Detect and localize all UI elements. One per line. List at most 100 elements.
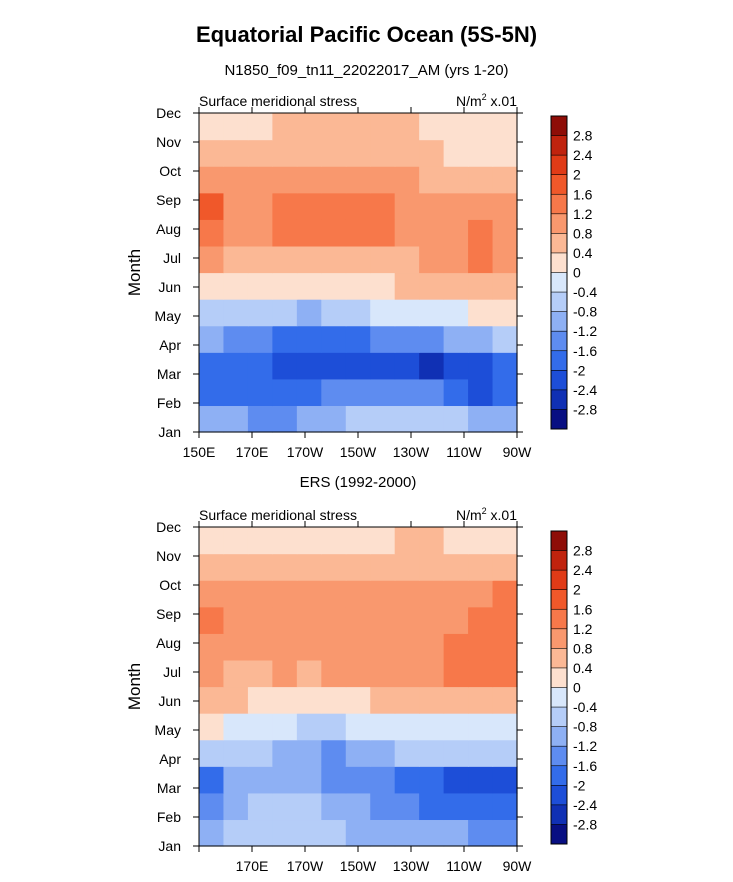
field-cell [370, 245, 396, 274]
field-cell [492, 192, 518, 220]
field-cell [223, 686, 249, 714]
field-cell [272, 113, 298, 141]
field-cell [419, 378, 445, 407]
field-cell [272, 739, 298, 767]
field-cell [321, 819, 347, 847]
colorbar-box [551, 726, 567, 747]
field-cell [321, 580, 347, 608]
field-cell [321, 352, 347, 380]
field-cell [345, 606, 371, 634]
field-cell [419, 166, 445, 194]
field-cell [345, 553, 371, 581]
field-cell [223, 739, 249, 767]
field-cell [443, 272, 469, 300]
field-cell [394, 686, 420, 714]
colorbar-label: 2.8 [573, 543, 593, 559]
field-cell [468, 686, 494, 714]
x-tick-label: 150E [183, 444, 216, 460]
field-cell [419, 686, 445, 714]
field-cell [370, 299, 396, 327]
field-cell [492, 405, 518, 433]
field-cell [492, 713, 518, 741]
colorbar-box [551, 331, 567, 352]
colorbar-box [551, 785, 567, 806]
field-cell [419, 192, 445, 220]
field-cell [419, 299, 445, 327]
y-tick-label: Jun [158, 279, 181, 295]
field-cell [394, 606, 420, 634]
colorbar-box [551, 609, 567, 630]
field-cell [296, 405, 322, 433]
x-tick-label: 110W [446, 444, 482, 460]
x-tick-label: 170E [236, 444, 269, 460]
field-cell [199, 686, 225, 714]
field-cell [199, 325, 225, 353]
field-cell [223, 378, 249, 407]
field-cell [394, 580, 420, 608]
field-cell [370, 405, 396, 433]
field-cell [468, 272, 494, 300]
field-cell [272, 766, 298, 794]
field-cell [247, 113, 273, 141]
field-cell [296, 378, 322, 407]
field-cell [492, 219, 518, 247]
field-cell [468, 527, 494, 555]
colorbar-box [551, 409, 567, 430]
field-cell [370, 633, 396, 661]
field-cell [199, 192, 225, 220]
field-cell [345, 272, 371, 300]
field-cell [370, 580, 396, 608]
field-cell [492, 527, 518, 555]
field-cell [247, 166, 273, 194]
field-cell [370, 553, 396, 581]
field-cell [199, 819, 225, 847]
field-cell [247, 739, 273, 767]
field-cell [370, 713, 396, 741]
y-tick-label: Jan [158, 424, 181, 440]
field-cell [247, 553, 273, 581]
field-cell [394, 819, 420, 847]
field-cell [199, 739, 225, 767]
field-cell [247, 819, 273, 847]
colorbar-label: 2.4 [573, 147, 593, 163]
field-cell [443, 792, 469, 821]
field-cell [272, 792, 298, 821]
field-cell [296, 686, 322, 714]
field-cell [199, 633, 225, 661]
field-cell [321, 527, 347, 555]
field-cell [223, 219, 249, 247]
field-cell [345, 739, 371, 767]
field-cell [296, 659, 322, 688]
field-cell [199, 352, 225, 380]
field-cell [272, 580, 298, 608]
colorbar-label: -2.8 [573, 401, 597, 417]
field-cell [247, 139, 273, 167]
field-cell [345, 299, 371, 327]
field-cell [394, 766, 420, 794]
x-tick-label: 110W [446, 858, 482, 874]
field-cell [223, 405, 249, 433]
field-cell [443, 352, 469, 380]
panel-title: ERS (1992-2000) [300, 474, 417, 491]
field-cell [468, 659, 494, 688]
field-cell [321, 659, 347, 688]
field-cell [468, 792, 494, 821]
left-label: Surface meridional stress [199, 507, 357, 523]
field-cell [468, 819, 494, 847]
field-cell [223, 659, 249, 688]
colorbar-label: -2.4 [573, 382, 597, 398]
colorbar-label: -1.2 [573, 323, 597, 339]
field-cell [419, 139, 445, 167]
field-cell [272, 686, 298, 714]
field-cell [492, 378, 518, 407]
field-cell [370, 192, 396, 220]
field-cell [223, 792, 249, 821]
field-cell [370, 352, 396, 380]
field-cell [296, 219, 322, 247]
field-cell [492, 352, 518, 380]
field-cell [419, 713, 445, 741]
field-cell [321, 272, 347, 300]
field-cell [296, 113, 322, 141]
field-cell [394, 113, 420, 141]
y-tick-label: Sep [156, 192, 181, 208]
